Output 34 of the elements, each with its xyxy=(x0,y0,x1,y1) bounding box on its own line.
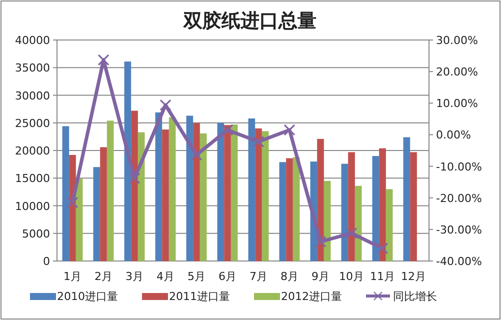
x-tick-label: 8月 xyxy=(280,270,298,283)
legend-label: 2011进口量 xyxy=(169,290,230,303)
x-tick-label: 5月 xyxy=(188,270,206,283)
x-tick-label: 6月 xyxy=(218,270,236,283)
y-tick-label: 15000 xyxy=(15,172,50,186)
y2-tick-label: -30.00% xyxy=(436,223,482,236)
y-tick-label: 25000 xyxy=(15,116,50,130)
y2-tick-label: -40.00% xyxy=(436,255,482,268)
y-tick-label: 5000 xyxy=(22,227,50,240)
y2-tick-label: 20.00% xyxy=(436,66,478,79)
x-tick-label: 10月 xyxy=(339,270,364,283)
y2-tick-label: 30.00% xyxy=(436,34,478,47)
y-tick-label: 35000 xyxy=(15,62,50,75)
x-tick-label: 3月 xyxy=(126,270,144,283)
y2-tick-label: -10.00% xyxy=(436,160,482,174)
legend-label: 2012进口量 xyxy=(281,290,342,303)
x-tick-label: 7月 xyxy=(250,270,268,283)
title: 双胶纸进口总量 xyxy=(184,10,316,32)
y-tick-label: 0 xyxy=(43,255,50,268)
y2-tick-label: 0.00% xyxy=(436,128,471,142)
x-tick-label: 4月 xyxy=(156,270,174,283)
x-tick-label: 1月 xyxy=(64,270,82,283)
y-tick-label: 40000 xyxy=(15,34,50,47)
legend-label: 2010进口量 xyxy=(57,290,118,303)
y-tick-label: 20000 xyxy=(15,144,50,158)
legend-label: 同比增长 xyxy=(393,290,437,303)
y2-tick-label: 10.00% xyxy=(436,97,478,110)
y-tick-label: 30000 xyxy=(15,89,50,102)
y-tick-label: 10000 xyxy=(15,200,50,213)
x-tick-label: 2月 xyxy=(94,270,112,283)
y2-tick-label: -20.00% xyxy=(436,192,482,205)
x-tick-label: 9月 xyxy=(312,270,330,283)
x-tick-label: 11月 xyxy=(370,270,395,283)
x-tick-label: 12月 xyxy=(401,270,426,283)
